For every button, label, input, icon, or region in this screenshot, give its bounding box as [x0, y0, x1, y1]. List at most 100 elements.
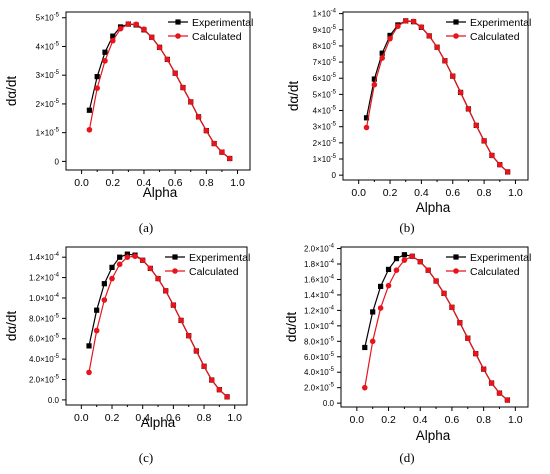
data-point: [86, 369, 92, 376]
x-tick-label: 0.2: [105, 177, 120, 189]
data-point: [434, 44, 440, 51]
x-axis-label: Alpha: [143, 185, 178, 200]
series-calculated: [86, 21, 233, 162]
y-tick-label: 1.8×10-4: [304, 259, 335, 269]
y-tick-label: 8×10-5: [313, 41, 337, 51]
y-tick-label: 5×10-5: [36, 13, 60, 23]
data-point: [94, 307, 100, 313]
data-point: [164, 56, 171, 63]
y-tick-label: 0.0: [48, 396, 60, 405]
legend: Experimental Calculated: [446, 17, 531, 43]
data-point: [187, 99, 194, 105]
legend-label: Experimental: [470, 252, 531, 264]
x-tick-label: 1.0: [230, 177, 245, 189]
data-point: [86, 126, 93, 133]
y-axis-label: dα/dt: [286, 81, 301, 112]
data-point: [208, 377, 215, 383]
data-point: [162, 288, 169, 294]
data-point: [86, 343, 92, 349]
legend-marker: [453, 268, 459, 274]
legend-marker: [453, 19, 459, 25]
data-point: [124, 254, 131, 260]
legend-item: Calculated: [446, 31, 520, 43]
x-axis-label: Alpha: [141, 415, 176, 430]
data-point: [180, 84, 186, 91]
data-point: [203, 127, 210, 134]
y-axis-label: dα/dt: [4, 311, 19, 342]
legend: Experimental Calculated: [446, 252, 531, 278]
data-point: [226, 155, 233, 162]
series-line: [88, 23, 231, 159]
data-point: [410, 18, 417, 25]
data-point: [387, 32, 393, 39]
data-point: [102, 58, 108, 64]
data-point: [193, 348, 200, 354]
data-point: [393, 267, 400, 273]
legend-item: Experimental: [446, 252, 531, 264]
data-point: [426, 33, 433, 39]
chart-panel-c: 0.0 0.2 0.4 0.6 0.8 1.0 0.0 2.0×10-5 4.0×10-5 6.0…: [4, 246, 250, 465]
data-point: [216, 386, 223, 393]
data-point: [224, 394, 230, 400]
data-point: [385, 282, 392, 289]
data-point: [109, 264, 115, 270]
data-point: [379, 50, 385, 56]
legend-marker: [453, 254, 459, 260]
legend-label: Calculated: [470, 266, 520, 278]
y-tick-label: 3×10-5: [313, 122, 337, 132]
y-tick-label: 1.6×10-4: [304, 274, 335, 284]
x-tick-label: 0.2: [381, 414, 396, 426]
chart-panel-b: 0.0 0.2 0.4 0.6 0.8 1.0 0 1×10-5 2×10-5 3×10-5 4×1…: [286, 9, 531, 235]
legend-label: Experimental: [189, 252, 250, 264]
data-point: [496, 161, 503, 168]
data-point: [433, 278, 439, 284]
data-point: [125, 21, 132, 27]
data-point: [155, 275, 161, 282]
legend-item: Experimental: [168, 17, 253, 29]
y-tick-label: 6.0×10-5: [29, 334, 60, 344]
legend-marker: [175, 19, 181, 25]
legend-label: Calculated: [189, 266, 239, 278]
panel-caption: (c): [139, 450, 153, 465]
panel-caption: (d): [399, 450, 414, 465]
data-point: [409, 253, 416, 260]
data-point: [489, 152, 495, 159]
x-tick-label: 0.2: [105, 412, 120, 424]
x-tick-label: 0.0: [74, 412, 89, 424]
x-tick-label: 0.0: [74, 177, 89, 189]
data-point: [141, 26, 147, 33]
data-point: [369, 338, 376, 345]
x-tick-label: 1.0: [508, 187, 523, 199]
data-point: [178, 317, 184, 324]
y-tick-label: 1×10-4: [313, 9, 337, 19]
x-tick-label: 0.6: [445, 414, 460, 426]
x-tick-label: 0.4: [413, 414, 428, 426]
x-tick-label: 0.6: [168, 177, 183, 189]
data-point: [457, 319, 463, 326]
series-line: [365, 20, 509, 173]
x-tick-label: 0.8: [476, 414, 491, 426]
data-point: [139, 257, 146, 264]
data-point: [377, 305, 384, 311]
data-point: [361, 384, 368, 391]
data-point: [418, 24, 425, 30]
data-point: [504, 169, 511, 175]
y-tick-label: 1.0×10-4: [304, 321, 335, 331]
data-point: [379, 55, 385, 61]
data-point: [362, 344, 368, 351]
data-point: [401, 257, 408, 263]
data-point: [401, 252, 407, 258]
data-point: [148, 34, 155, 41]
data-point: [496, 390, 503, 396]
data-point: [117, 254, 123, 260]
data-point: [363, 115, 370, 121]
legend-label: Experimental: [470, 17, 531, 29]
y-tick-label: 0: [55, 157, 60, 166]
legend-marker: [172, 268, 178, 274]
x-tick-label: 0.4: [135, 412, 150, 424]
data-point: [185, 332, 192, 339]
series-calculated: [86, 253, 230, 400]
data-point: [195, 114, 202, 120]
x-axis-label: Alpha: [416, 200, 451, 215]
